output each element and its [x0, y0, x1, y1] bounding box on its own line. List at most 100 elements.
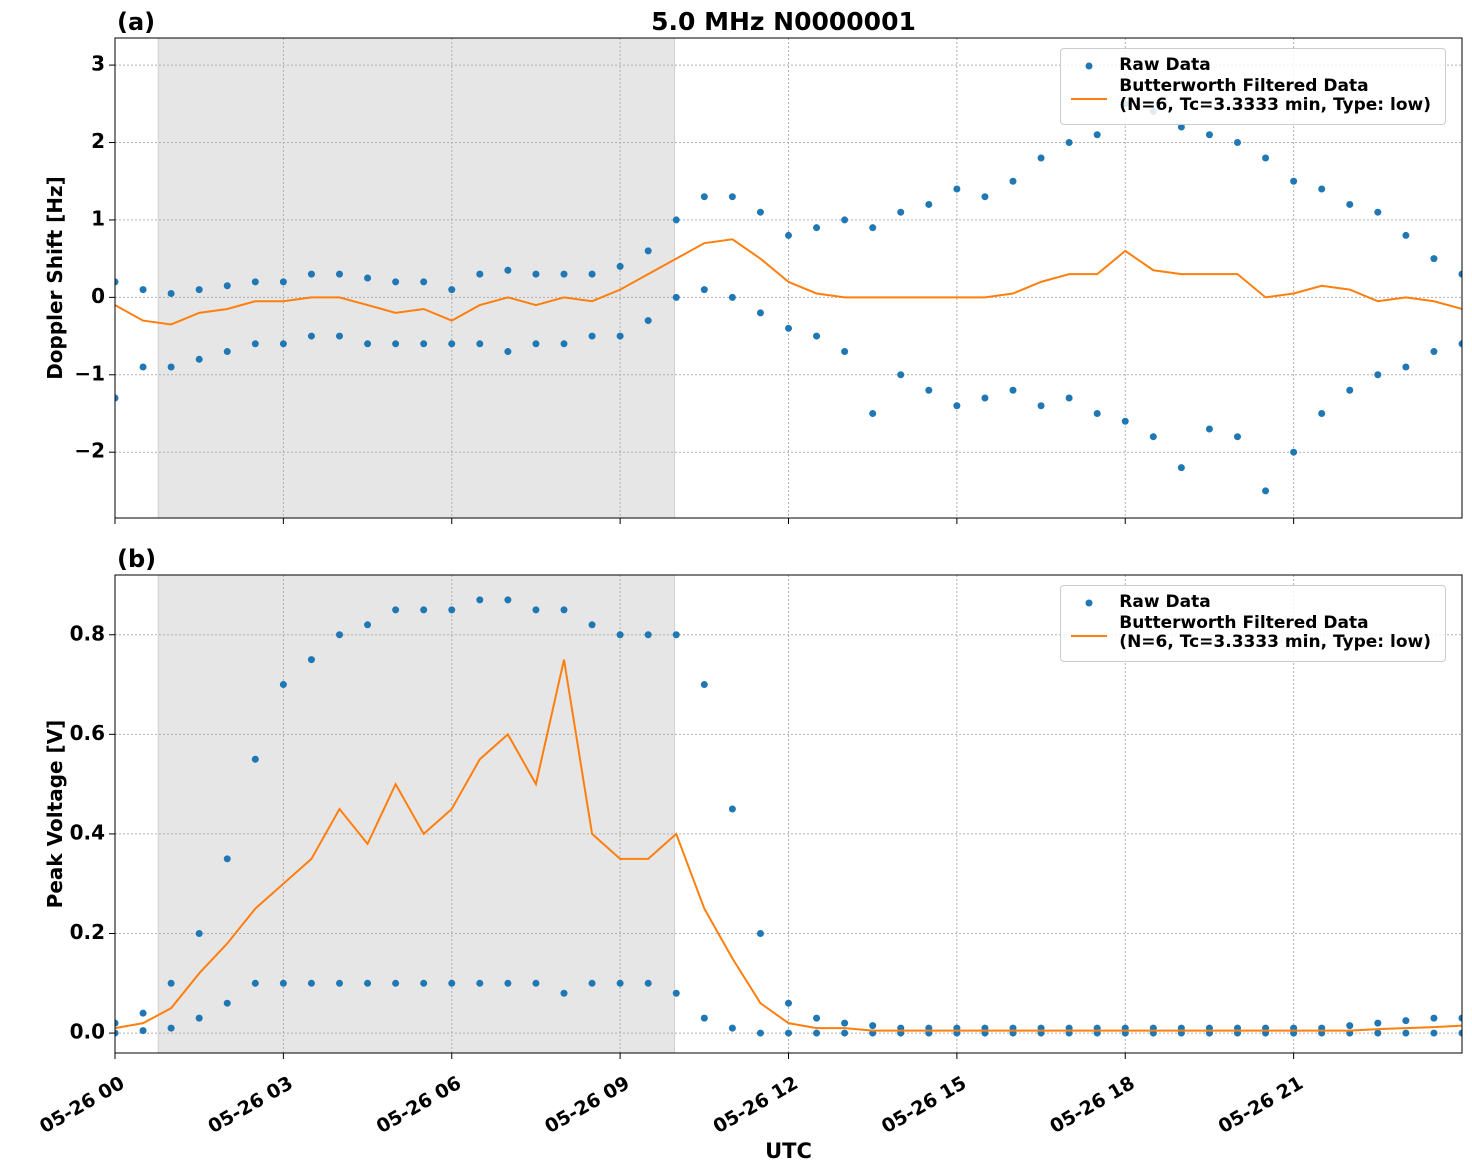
raw-point	[364, 621, 372, 629]
raw-point	[1374, 371, 1382, 379]
raw-point	[420, 606, 428, 614]
raw-point	[139, 363, 147, 371]
legend-symbol	[1085, 599, 1093, 607]
raw-point	[1177, 464, 1185, 472]
raw-point	[841, 216, 849, 224]
raw-point	[476, 979, 484, 987]
raw-point	[672, 216, 680, 224]
legend-entry: Raw Data	[1069, 593, 1431, 613]
legend-key	[1071, 635, 1108, 637]
raw-point	[813, 1014, 821, 1022]
legend-symbol	[1085, 62, 1093, 70]
raw-point	[448, 286, 456, 294]
raw-point	[251, 755, 259, 763]
panel-label: (b)	[117, 545, 156, 573]
raw-point	[1374, 1029, 1382, 1037]
raw-point	[195, 286, 203, 294]
raw-point	[223, 855, 231, 863]
raw-point	[841, 1029, 849, 1037]
raw-point	[728, 1024, 736, 1032]
raw-point	[251, 340, 259, 348]
raw-point	[813, 332, 821, 340]
plot-area	[115, 100, 1462, 495]
raw-point	[756, 309, 764, 317]
raw-point	[1262, 154, 1270, 162]
raw-point	[700, 681, 708, 689]
raw-point	[672, 989, 680, 997]
legend-key	[1071, 98, 1108, 100]
raw-point	[251, 979, 259, 987]
y-axis-label: Doppler Shift [Hz]	[43, 176, 67, 380]
raw-point	[644, 247, 652, 255]
raw-point	[560, 989, 568, 997]
raw-point	[1346, 386, 1354, 394]
raw-point	[476, 596, 484, 604]
x-tick-label: 05-26 18	[1046, 1072, 1138, 1138]
raw-point	[560, 340, 568, 348]
raw-point	[560, 606, 568, 614]
legend: Raw Data Butterworth Filtered Data (N=6, …	[1060, 48, 1446, 125]
raw-point	[560, 270, 568, 278]
x-axis-label: UTC	[765, 1139, 812, 1163]
raw-point	[167, 363, 175, 371]
raw-point	[364, 274, 372, 282]
x-tick-label: 05-26 21	[1215, 1072, 1307, 1138]
raw-point	[897, 371, 905, 379]
raw-point	[756, 1029, 764, 1037]
raw-point	[700, 193, 708, 201]
x-tick-label: 05-26 00	[36, 1072, 128, 1138]
raw-point	[1430, 255, 1438, 263]
y-tick-label: 3	[91, 52, 105, 76]
raw-point	[1009, 386, 1017, 394]
raw-point	[953, 402, 961, 410]
raw-point	[925, 386, 933, 394]
raw-point	[336, 332, 343, 340]
raw-point	[1093, 131, 1101, 139]
raw-point	[1065, 394, 1073, 402]
raw-point	[1458, 1029, 1462, 1037]
raw-point	[1065, 139, 1073, 147]
raw-point	[476, 270, 484, 278]
raw-point	[420, 979, 428, 987]
raw-point	[785, 1029, 792, 1037]
raw-point	[588, 270, 596, 278]
raw-point	[700, 286, 708, 294]
raw-point	[392, 606, 400, 614]
raw-point	[616, 979, 624, 987]
raw-point	[167, 289, 175, 297]
raw-point	[813, 1029, 821, 1037]
shaded-span	[157, 37, 676, 519]
y-tick-label: 0.2	[70, 920, 105, 944]
raw-point	[504, 596, 512, 604]
raw-point	[195, 930, 203, 937]
raw-point	[1318, 409, 1326, 417]
legend-key	[1085, 599, 1093, 607]
raw-point	[115, 278, 119, 286]
raw-point	[139, 286, 147, 294]
legend-label: Raw Data	[1119, 592, 1211, 612]
raw-point	[1318, 185, 1326, 193]
raw-point	[785, 231, 792, 239]
raw-point	[279, 681, 287, 689]
raw-point	[1205, 425, 1213, 433]
raw-point	[115, 1029, 119, 1037]
y-tick-label: 1	[91, 206, 105, 230]
raw-point	[953, 185, 961, 193]
y-tick-label: 0.8	[70, 621, 105, 645]
raw-point	[307, 270, 315, 278]
raw-point	[1402, 363, 1410, 371]
legend: Raw Data Butterworth Filtered Data (N=6, …	[1060, 585, 1446, 662]
raw-point	[139, 1009, 147, 1017]
raw-point	[672, 631, 680, 639]
raw-point	[448, 606, 456, 614]
raw-point	[785, 999, 792, 1007]
raw-point	[1149, 433, 1157, 441]
y-tick-label: −2	[74, 439, 105, 463]
raw-point	[1430, 348, 1438, 356]
raw-point	[1290, 177, 1298, 185]
raw-point	[981, 193, 989, 201]
raw-point	[115, 1019, 119, 1027]
raw-point	[167, 1024, 175, 1032]
raw-point	[1234, 139, 1241, 147]
raw-point	[532, 606, 540, 614]
